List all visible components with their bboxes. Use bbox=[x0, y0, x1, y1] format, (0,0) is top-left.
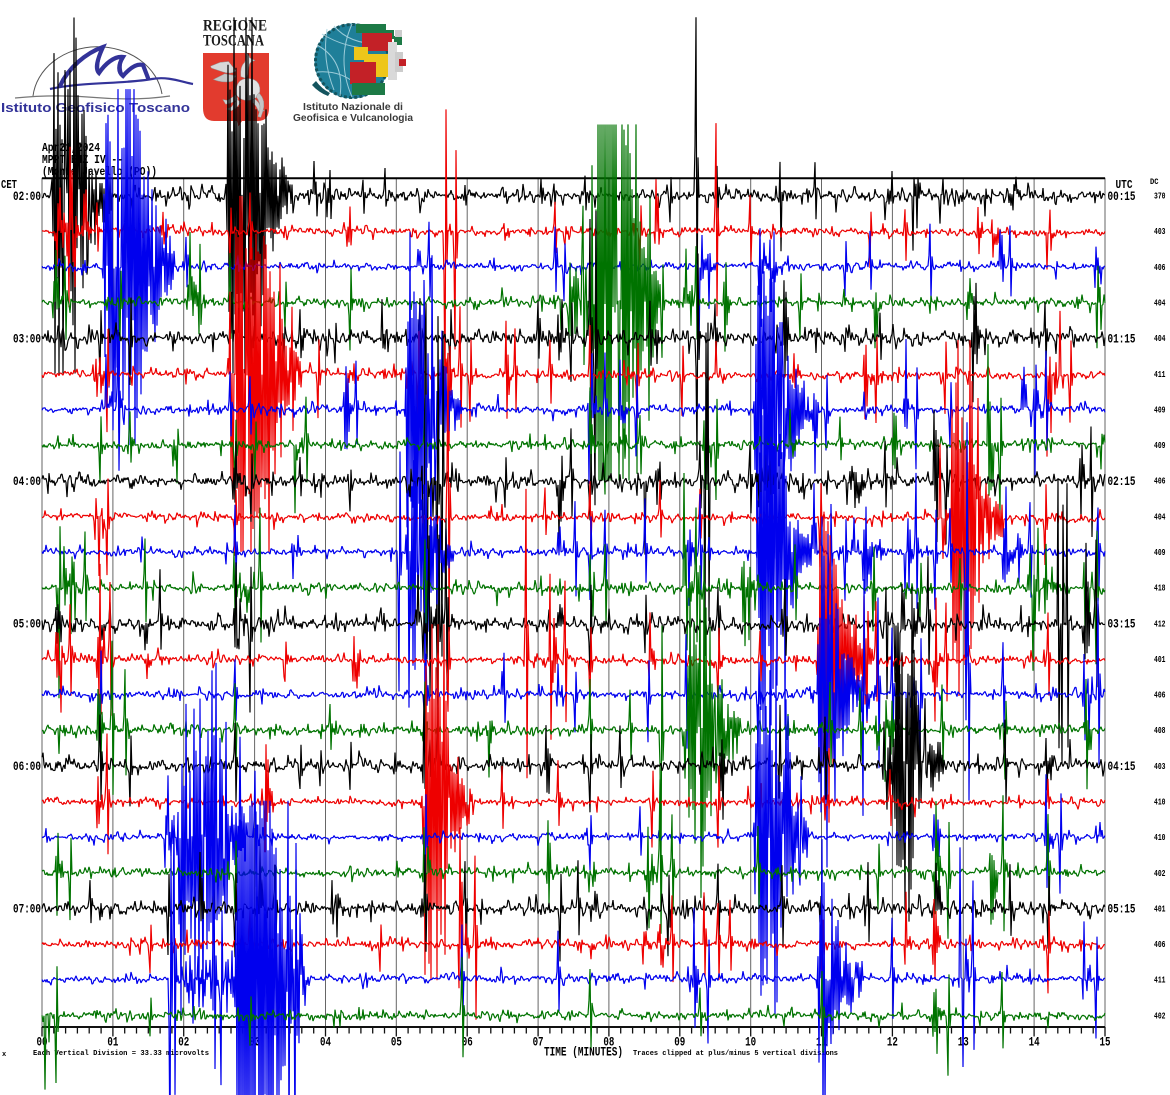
svg-text:05:00: 05:00 bbox=[13, 616, 41, 631]
svg-text:10: 10 bbox=[745, 1035, 756, 1050]
svg-text:410: 410 bbox=[1154, 833, 1166, 843]
svg-text:401: 401 bbox=[1154, 904, 1166, 914]
svg-text:406: 406 bbox=[1154, 691, 1166, 701]
svg-text:CET: CET bbox=[1, 179, 17, 192]
svg-text:12: 12 bbox=[887, 1035, 898, 1050]
svg-text:406: 406 bbox=[1154, 477, 1166, 487]
svg-text:07:00: 07:00 bbox=[13, 902, 41, 917]
svg-text:418: 418 bbox=[1154, 584, 1166, 594]
svg-text:01: 01 bbox=[107, 1035, 118, 1050]
svg-text:404: 404 bbox=[1154, 512, 1166, 522]
svg-text:05: 05 bbox=[391, 1035, 402, 1050]
svg-text:05:15: 05:15 bbox=[1108, 902, 1136, 917]
svg-text:408: 408 bbox=[1154, 726, 1166, 736]
svg-text:409: 409 bbox=[1154, 405, 1166, 415]
svg-text:04: 04 bbox=[320, 1035, 331, 1050]
svg-text:409: 409 bbox=[1154, 441, 1166, 451]
svg-text:UTC: UTC bbox=[1116, 179, 1133, 192]
svg-text:404: 404 bbox=[1154, 299, 1166, 309]
svg-text:07: 07 bbox=[533, 1035, 544, 1050]
svg-text:402: 402 bbox=[1154, 1011, 1166, 1021]
svg-text:00: 00 bbox=[37, 1035, 48, 1050]
svg-text:03:00: 03:00 bbox=[13, 331, 41, 346]
svg-text:411: 411 bbox=[1154, 976, 1166, 986]
svg-text:11: 11 bbox=[816, 1035, 827, 1050]
svg-text:04:15: 04:15 bbox=[1108, 759, 1136, 774]
svg-text:403: 403 bbox=[1154, 227, 1166, 237]
svg-text:REGIONE: REGIONE bbox=[203, 18, 267, 35]
svg-text:09: 09 bbox=[674, 1035, 685, 1050]
svg-text:410: 410 bbox=[1154, 797, 1166, 807]
svg-text:412: 412 bbox=[1154, 619, 1166, 629]
svg-text:14: 14 bbox=[1029, 1035, 1040, 1050]
svg-text:409: 409 bbox=[1154, 548, 1166, 558]
svg-text:DC: DC bbox=[1150, 178, 1159, 187]
svg-text:402: 402 bbox=[1154, 869, 1166, 879]
svg-text:Istituto Geofisico Toscano: Istituto Geofisico Toscano bbox=[1, 100, 190, 115]
svg-text:406: 406 bbox=[1154, 263, 1166, 273]
svg-text:02: 02 bbox=[178, 1035, 189, 1050]
svg-text:Each Vertical Division = 33.3: Each Vertical Division = 33.33 microvolt… bbox=[33, 1050, 209, 1058]
svg-text:403: 403 bbox=[1154, 762, 1166, 772]
svg-text:404: 404 bbox=[1154, 334, 1166, 344]
svg-text:08: 08 bbox=[603, 1035, 614, 1050]
svg-text:401: 401 bbox=[1154, 655, 1166, 665]
svg-text:Traces clipped at plus/minus 5: Traces clipped at plus/minus 5 vertical … bbox=[633, 1050, 838, 1058]
svg-text:Istituto Nazionale di: Istituto Nazionale di bbox=[303, 101, 403, 113]
svg-text:03:15: 03:15 bbox=[1108, 616, 1136, 631]
svg-text:370: 370 bbox=[1154, 192, 1166, 202]
svg-text:04:00: 04:00 bbox=[13, 474, 41, 489]
svg-text:06: 06 bbox=[462, 1035, 473, 1050]
svg-text:06:00: 06:00 bbox=[13, 759, 41, 774]
svg-text:01:15: 01:15 bbox=[1108, 331, 1136, 346]
svg-text:Geofisica e Vulcanologia: Geofisica e Vulcanologia bbox=[293, 112, 413, 124]
svg-text:x: x bbox=[2, 1051, 7, 1059]
svg-text:02:00: 02:00 bbox=[13, 189, 41, 204]
svg-text:406: 406 bbox=[1154, 940, 1166, 950]
svg-text:00:15: 00:15 bbox=[1108, 189, 1136, 204]
svg-text:15: 15 bbox=[1100, 1035, 1111, 1050]
svg-text:411: 411 bbox=[1154, 370, 1166, 380]
svg-text:02:15: 02:15 bbox=[1108, 474, 1136, 489]
svg-text:TIME (MINUTES): TIME (MINUTES) bbox=[544, 1045, 623, 1060]
